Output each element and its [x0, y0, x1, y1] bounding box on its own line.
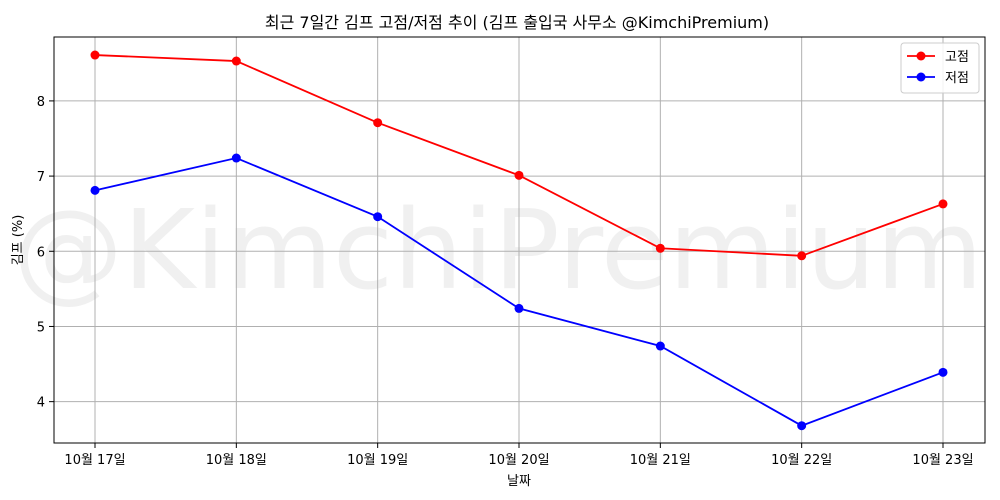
- x-axis-label: 날짜: [507, 474, 531, 489]
- data-point: [938, 199, 948, 209]
- legend-marker: [916, 72, 926, 82]
- data-point: [231, 56, 241, 66]
- series-low: [90, 153, 948, 431]
- series-layer: [90, 50, 948, 431]
- x-tick-label: 10월 21일: [630, 453, 691, 468]
- data-point: [655, 341, 665, 351]
- x-tick-label: 10월 20일: [488, 453, 549, 468]
- legend-item: 저점: [907, 71, 969, 86]
- data-point: [514, 303, 524, 313]
- data-point: [373, 212, 383, 222]
- data-point: [655, 243, 665, 253]
- data-point: [90, 50, 100, 60]
- data-point: [797, 421, 807, 431]
- legend-label: 저점: [945, 71, 969, 86]
- y-tick-label: 6: [37, 245, 45, 260]
- y-axis-label: 김프 (%): [11, 215, 26, 266]
- watermark: @KimchiPremium: [13, 186, 983, 314]
- x-tick-label: 10월 17일: [64, 453, 125, 468]
- data-point: [514, 170, 524, 180]
- legend-item: 고점: [907, 50, 969, 65]
- data-point: [231, 153, 241, 163]
- legend-marker: [916, 51, 926, 61]
- y-tick-label: 5: [37, 320, 45, 335]
- data-point: [797, 251, 807, 261]
- y-tick-label: 4: [37, 396, 45, 411]
- legend-label: 고점: [945, 50, 969, 65]
- data-point: [373, 118, 383, 128]
- y-tick-label: 7: [37, 170, 45, 185]
- y-tick-label: 8: [37, 95, 45, 110]
- series-high: [90, 50, 948, 261]
- data-point: [90, 185, 100, 195]
- x-tick-label: 10월 23일: [912, 453, 973, 468]
- x-tick-label: 10월 19일: [347, 453, 408, 468]
- x-axis: 10월 17일 10월 18일 10월 19일 10월 20일 10월 21일 10월 2…: [64, 443, 974, 468]
- chart-title: 최근 7일간 김프 고점/저점 추이 (김프 출입국 사무소 @KimchiPr…: [265, 13, 769, 32]
- x-tick-label: 10월 18일: [206, 453, 267, 468]
- y-axis: 4 5 6 7 8: [37, 95, 54, 411]
- x-tick-label: 10월 22일: [771, 453, 832, 468]
- data-point: [938, 367, 948, 377]
